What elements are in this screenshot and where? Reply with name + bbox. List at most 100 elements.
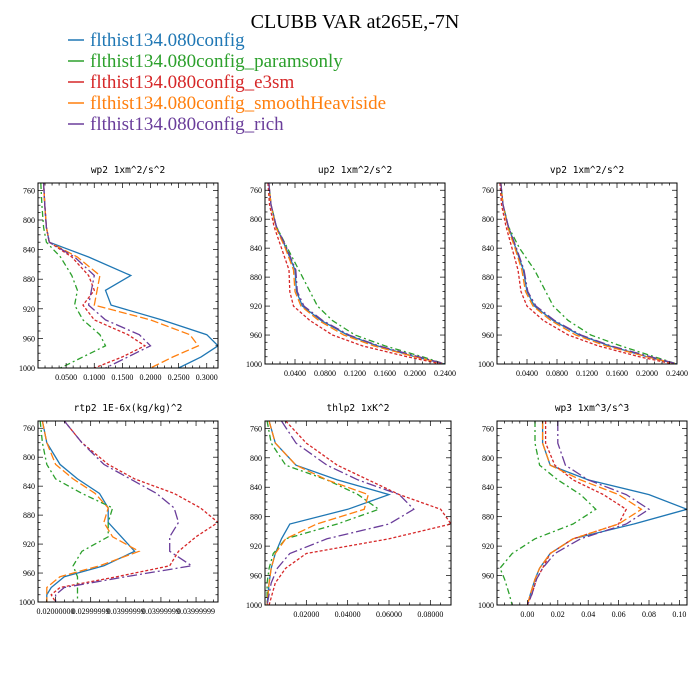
legend-entry: flthist134.080config_rich <box>90 114 284 135</box>
series-line <box>500 183 677 364</box>
panel: rtp2 1E-6x(kg/kg)^2 760 800 840 880 920 960 100… <box>19 403 219 616</box>
series-line <box>266 421 392 605</box>
panel-title: up2 1xm^2/s^2 <box>318 165 392 176</box>
series-line <box>266 421 381 605</box>
series-line <box>268 421 451 605</box>
x-tick-label: 0.2400 <box>666 369 688 378</box>
y-tick-label: 800 <box>482 454 494 463</box>
panel-title: wp2 1xm^2/s^2 <box>91 165 165 176</box>
y-tick-label: 920 <box>250 542 262 551</box>
x-tick-label: 0.1200 <box>576 369 598 378</box>
legend-entry: flthist134.080config <box>90 30 245 51</box>
x-tick-label: 0.1200 <box>344 369 366 378</box>
y-tick-label: 1000 <box>478 360 494 369</box>
y-tick-label: 960 <box>250 331 262 340</box>
y-tick-label: 880 <box>23 275 35 284</box>
panel: vp2 1xm^2/s^2 760 800 840 880 920 960 1000 0.040… <box>478 165 688 378</box>
y-tick-label: 760 <box>250 186 262 195</box>
y-tick-label: 760 <box>250 424 262 433</box>
y-tick-label: 920 <box>23 305 35 314</box>
series-line <box>499 183 674 364</box>
series-line <box>42 183 218 368</box>
panel: wp3 1xm^3/s^3 760 800 840 880 920 960 1000 0.00 0… <box>478 403 688 619</box>
plot-frame <box>264 420 452 606</box>
chart-panels: wp2 1xm^2/s^2 760 800 840 880 920 960 1000 0.050… <box>19 165 688 619</box>
x-tick-label: 0.1600 <box>606 369 628 378</box>
x-tick-label: 0.10 <box>672 610 686 619</box>
y-tick-label: 800 <box>23 453 35 462</box>
y-tick-label: 800 <box>250 215 262 224</box>
series-line <box>41 421 136 602</box>
x-tick-label: 0.08000 <box>417 610 443 619</box>
x-tick-label: 0.2500 <box>168 373 190 382</box>
y-tick-label: 880 <box>23 511 35 520</box>
x-tick-label: 0.2000 <box>140 373 162 382</box>
y-tick-label: 840 <box>23 246 35 255</box>
y-tick-label: 800 <box>482 215 494 224</box>
x-tick-label: 0.02 <box>551 610 565 619</box>
panel-title: rtp2 1E-6x(kg/kg)^2 <box>74 403 183 414</box>
y-tick-label: 760 <box>23 186 35 195</box>
x-tick-label: 0.06 <box>612 610 626 619</box>
y-tick-label: 920 <box>23 540 35 549</box>
x-tick-label: 0.02000000 <box>37 607 75 616</box>
series-line <box>40 183 107 368</box>
series-line <box>500 183 677 364</box>
y-tick-label: 920 <box>482 542 494 551</box>
series-line <box>526 421 643 605</box>
x-tick-label: 0.1500 <box>111 373 133 382</box>
series-line <box>526 421 687 605</box>
y-tick-label: 880 <box>482 273 494 282</box>
y-tick-label: 1000 <box>246 360 262 369</box>
x-tick-label: 0.1000 <box>83 373 105 382</box>
panel: wp2 1xm^2/s^2 760 800 840 880 920 960 1000 0.050… <box>19 165 219 382</box>
y-tick-label: 760 <box>482 186 494 195</box>
y-tick-label: 840 <box>482 483 494 492</box>
y-tick-label: 960 <box>482 572 494 581</box>
x-tick-label: 0.03999999 <box>142 607 180 616</box>
y-tick-label: 840 <box>250 244 262 253</box>
series-line <box>268 183 445 364</box>
series-line <box>42 183 147 368</box>
series-line <box>42 183 200 368</box>
y-tick-label: 800 <box>250 454 262 463</box>
plot-frame <box>37 420 219 603</box>
y-tick-label: 760 <box>23 424 35 433</box>
x-tick-label: 0.0400 <box>284 369 306 378</box>
legend-entry: flthist134.080config_smoothHeaviside <box>90 93 386 114</box>
legend-entry: flthist134.080config_paramsonly <box>90 51 343 72</box>
plot-frame <box>496 420 688 606</box>
series-line <box>268 183 445 364</box>
panel: thlp2 1xK^2 760 800 840 880 920 960 1000 0.02000… <box>246 403 452 619</box>
x-tick-label: 0.1600 <box>374 369 396 378</box>
x-tick-label: 0.04000 <box>335 610 361 619</box>
panel-title: thlp2 1xK^2 <box>327 403 390 414</box>
panel-title: vp2 1xm^2/s^2 <box>550 165 624 176</box>
series-line <box>39 421 114 602</box>
x-tick-label: 0.0500 <box>55 373 77 382</box>
series-line <box>526 421 651 605</box>
series-line <box>42 183 152 368</box>
series-line <box>500 183 677 364</box>
legend-entry: flthist134.080config_e3sm <box>90 72 294 93</box>
x-tick-label: 0.0800 <box>546 369 568 378</box>
y-tick-label: 1000 <box>19 364 35 373</box>
series-line <box>267 183 442 364</box>
series-line <box>266 421 370 605</box>
y-tick-label: 840 <box>23 482 35 491</box>
x-tick-label: 0.0800 <box>314 369 336 378</box>
series-line <box>41 421 141 602</box>
y-tick-label: 960 <box>482 331 494 340</box>
y-tick-label: 760 <box>482 424 494 433</box>
y-tick-label: 880 <box>250 273 262 282</box>
x-tick-label: 0.02000 <box>293 610 319 619</box>
plot-frame <box>37 182 219 369</box>
y-tick-label: 1000 <box>246 601 262 610</box>
x-tick-label: 0.03999999 <box>107 607 145 616</box>
x-tick-label: 0.03999999 <box>177 607 215 616</box>
y-tick-label: 920 <box>482 302 494 311</box>
y-tick-label: 880 <box>482 513 494 522</box>
y-tick-label: 840 <box>482 244 494 253</box>
y-tick-label: 1000 <box>478 601 494 610</box>
